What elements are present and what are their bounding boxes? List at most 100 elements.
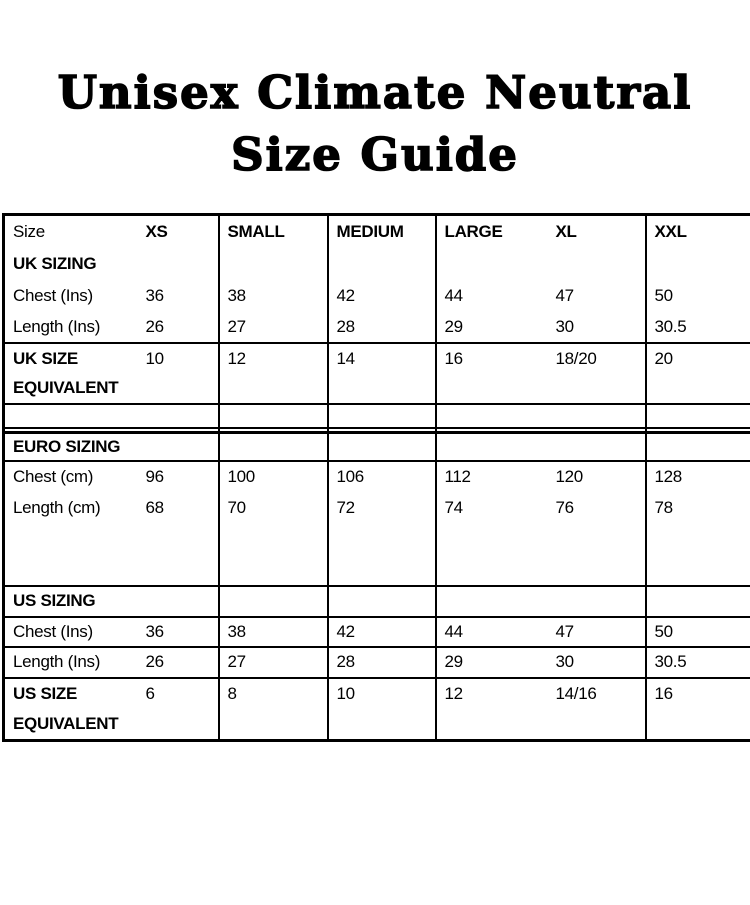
euro-length-xl: 76: [555, 498, 575, 517]
uk-equivalent-xl: 18/20: [555, 348, 597, 368]
us-chest-large: 44: [434, 616, 548, 648]
uk-equivalent-small: 12: [217, 342, 328, 374]
uk-section-row: UK SIZING: [4, 248, 750, 280]
uk-length-label: Length (Ins): [3, 311, 138, 344]
uk-chest-small: 38: [217, 279, 328, 312]
euro-length-row: Length (cm) 68 70 72 74 76 78: [4, 492, 750, 524]
euro-chest-label: Chest (cm): [13, 467, 94, 486]
empty-cell: [434, 427, 646, 434]
uk-chest-xs: 36: [145, 285, 165, 305]
page-title: Unisex Climate Neutral Size Guide: [0, 62, 750, 186]
empty-cell: [326, 427, 436, 434]
us-equivalent-xxl: 16: [644, 677, 750, 709]
empty-cell: [644, 248, 750, 280]
empty-cell: [434, 248, 646, 280]
empty-cell: [217, 523, 328, 587]
empty-cell: [434, 373, 646, 405]
us-length-label: Length (Ins): [3, 646, 138, 679]
us-equivalent-label-line1: US SIZE: [13, 683, 78, 703]
header-size-label: Size: [13, 222, 45, 242]
empty-cell: [217, 248, 328, 280]
empty-cell: [644, 523, 750, 587]
empty-cell: [217, 403, 328, 429]
us-equivalent-label-line2: EQUIVALENT: [3, 708, 219, 742]
empty-cell: [217, 585, 328, 618]
euro-chest-xs: 96: [145, 467, 165, 486]
size-table-container: Size XS SMALL MEDIUM LARGE XL XXL UK SIZ…: [2, 213, 750, 742]
uk-chest-xl: 47: [555, 285, 575, 305]
us-length-large: 29: [434, 646, 548, 679]
uk-section-label: UK SIZING: [13, 254, 97, 273]
uk-chest-large: 44: [434, 279, 548, 312]
euro-filler-row: [3, 523, 750, 587]
euro-chest-xxl: 128: [644, 460, 750, 493]
euro-length-large: 74: [434, 492, 548, 524]
spacer-row-thin: [3, 427, 750, 434]
empty-cell: [644, 427, 750, 434]
us-equivalent-row-line2: EQUIVALENT: [3, 708, 750, 742]
empty-cell: [326, 373, 436, 405]
us-equivalent-small: 8: [217, 677, 328, 709]
euro-length-small: 70: [217, 492, 328, 524]
uk-equivalent-label-line1: UK SIZE: [13, 348, 78, 368]
uk-equivalent-row: UK SIZE 10 12 14 16 18/20 20: [4, 342, 750, 374]
empty-cell: [326, 248, 436, 280]
empty-cell: [3, 403, 219, 429]
us-length-row: Length (Ins) 26 27 28 29 30 30.5: [3, 646, 750, 679]
euro-length-xxl: 78: [644, 492, 750, 524]
euro-section-label: EURO SIZING: [3, 432, 219, 462]
empty-cell: [434, 708, 646, 742]
empty-cell: [326, 708, 436, 742]
header-xxl: XXL: [644, 214, 750, 249]
us-chest-xl: 47: [547, 616, 646, 648]
header-large: LARGE: [434, 214, 548, 249]
uk-equivalent-label-line2: EQUIVALENT: [3, 373, 219, 405]
spacer-row: [3, 403, 750, 429]
us-length-xxl: 30.5: [644, 646, 750, 679]
us-equivalent-xs: 6: [145, 683, 155, 703]
uk-chest-row: Chest (Ins) 36 38 42 44 47 50: [4, 279, 750, 312]
uk-length-small: 27: [217, 311, 328, 344]
us-chest-label: Chest (Ins): [3, 616, 138, 648]
empty-cell: [217, 373, 328, 405]
euro-chest-xl: 120: [555, 467, 584, 486]
empty-cell: [326, 523, 436, 587]
us-chest-xs: 36: [137, 616, 219, 648]
empty-cell: [217, 432, 328, 462]
us-chest-xxl: 50: [644, 616, 750, 648]
us-section-row: US SIZING: [3, 585, 750, 618]
empty-cell: [434, 432, 646, 462]
empty-cell: [644, 585, 750, 618]
us-length-small: 27: [217, 646, 328, 679]
empty-cell: [434, 585, 646, 618]
header-xl: XL: [555, 222, 577, 242]
empty-cell: [644, 708, 750, 742]
page-title-line2: Size Guide: [230, 127, 519, 182]
us-chest-small: 38: [217, 616, 328, 648]
us-chest-medium: 42: [326, 616, 436, 648]
uk-chest-label: Chest (Ins): [13, 285, 93, 305]
empty-cell: [434, 523, 646, 587]
empty-cell: [434, 403, 646, 429]
euro-length-medium: 72: [326, 492, 436, 524]
uk-length-large: 29: [434, 311, 548, 344]
euro-section-row: EURO SIZING: [3, 432, 750, 462]
header-medium: MEDIUM: [326, 214, 436, 249]
us-equivalent-xl: 14/16: [555, 683, 597, 703]
uk-equivalent-xs: 10: [145, 348, 165, 368]
page-title-line1: Unisex Climate Neutral: [57, 65, 693, 120]
uk-length-medium: 28: [326, 311, 436, 344]
uk-equivalent-xxl: 20: [644, 342, 750, 374]
empty-cell: [326, 403, 436, 429]
us-chest-row: Chest (Ins) 36 38 42 44 47 50: [3, 616, 750, 648]
empty-cell: [217, 708, 328, 742]
empty-cell: [217, 427, 328, 434]
empty-cell: [326, 585, 436, 618]
empty-cell: [3, 427, 219, 434]
us-section-label: US SIZING: [3, 585, 219, 618]
uk-length-row: Length (Ins) 26 27 28 29 30 30.5: [3, 311, 750, 344]
euro-chest-row: Chest (cm) 96 100 106 112 120 128: [4, 460, 750, 493]
empty-cell: [644, 403, 750, 429]
uk-chest-medium: 42: [326, 279, 436, 312]
